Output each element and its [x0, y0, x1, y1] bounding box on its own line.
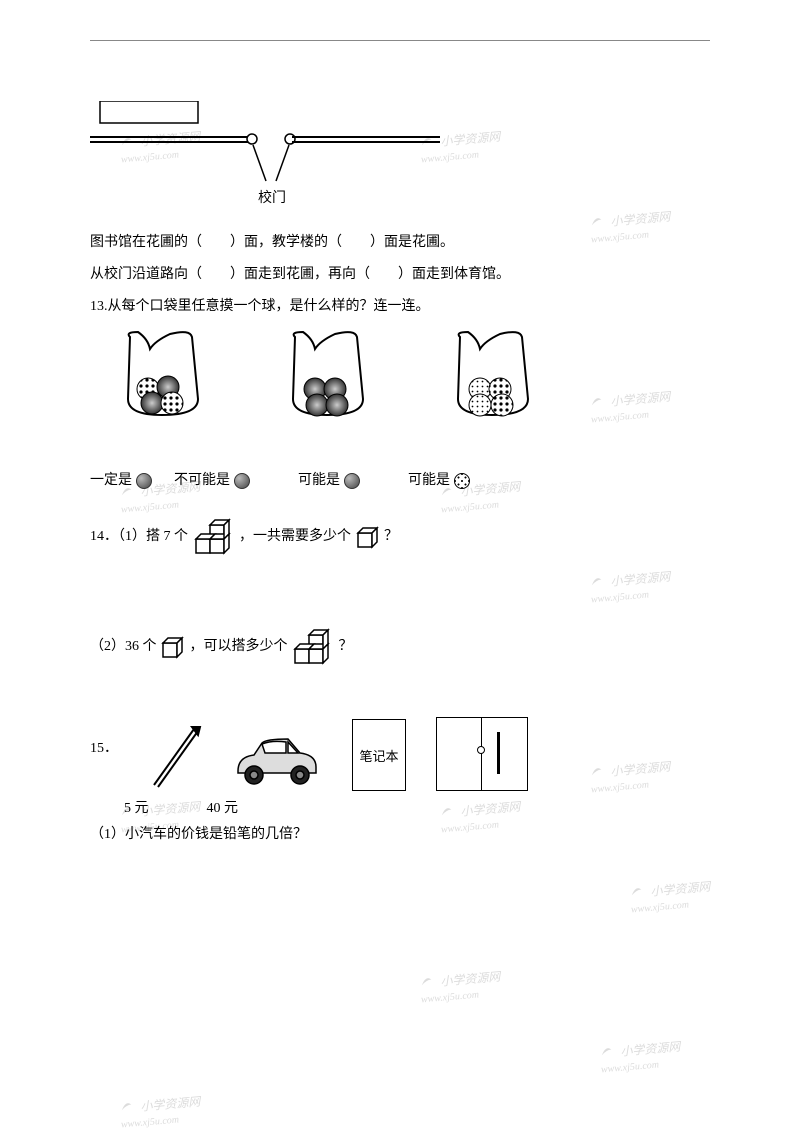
top-rule	[90, 40, 710, 41]
q13-a1: 一定是	[90, 469, 156, 489]
q13-a3: 可能是	[298, 469, 364, 489]
pencil-icon	[148, 721, 202, 791]
gray-ball-icon	[344, 473, 360, 489]
q13-a4: 可能是	[408, 469, 474, 489]
bag-2	[285, 329, 370, 419]
q13-prompt: 13.从每个口袋里任意摸一个球，是什么样的？连一连。	[90, 293, 710, 321]
price-pencil: 5 元	[124, 797, 149, 817]
q14-2-pre: （2）36 个	[90, 639, 157, 654]
school-gate-diagram: 校门	[90, 101, 710, 221]
q13-bags	[120, 329, 710, 419]
q15-question1: （1）小汽车的价钱是铅笔的几倍？	[90, 821, 710, 849]
q13-a2: 不可能是	[174, 469, 254, 489]
gray-ball-icon	[234, 473, 250, 489]
q14-1-pre: 14．（1）搭 7 个	[90, 529, 188, 544]
watermark: 小学资源网www.xj5u.com	[419, 967, 503, 1007]
q15-items: 15． 笔记本	[90, 717, 710, 791]
q12-line1: 图书馆在花圃的（ ）面，教学楼的（ ）面是花圃。	[90, 229, 710, 257]
q14-1-end: ？	[384, 529, 398, 544]
price-car: 40 元	[207, 797, 239, 817]
folder-icon	[436, 717, 528, 791]
gate-label: 校门	[258, 187, 286, 207]
q15-prices: 5 元 40 元	[110, 797, 710, 817]
q14-2-mid: ，可以搭多少个	[190, 639, 288, 654]
q12-line2: 从校门沿道路向（ ）面走到花圃，再向（ ）面走到体育馆。	[90, 261, 710, 289]
notebook-icon: 笔记本	[352, 719, 406, 791]
cube-icon	[355, 524, 381, 550]
notebook-label: 笔记本	[359, 746, 398, 765]
q14-1-post: ，一共需要多少个	[239, 529, 351, 544]
bag-1	[120, 329, 205, 419]
cube-stack-icon	[192, 517, 236, 557]
q14-part1: 14．（1）搭 7 个 ，一共需要多少个 ？	[90, 517, 710, 557]
cube-stack-icon	[291, 627, 335, 667]
cube-icon	[160, 634, 186, 660]
gray-ball-icon	[136, 473, 152, 489]
soccer-ball-icon	[454, 473, 470, 489]
q14-part2: （2）36 个 ，可以搭多少个 ？	[90, 627, 710, 667]
car-icon	[232, 733, 322, 791]
bag-3	[450, 329, 535, 419]
q13-answers: 一定是 不可能是 可能是 可能是	[90, 469, 710, 489]
watermark: 小学资源网www.xj5u.com	[119, 1092, 203, 1132]
watermark: 小学资源网www.xj5u.com	[599, 1037, 683, 1077]
page: 校门 图书馆在花圃的（ ）面，教学楼的（ ）面是花圃。 从校门沿道路向（ ）面走…	[0, 0, 800, 893]
q14-2-end: ？	[339, 639, 353, 654]
q15-label: 15．	[90, 737, 118, 757]
